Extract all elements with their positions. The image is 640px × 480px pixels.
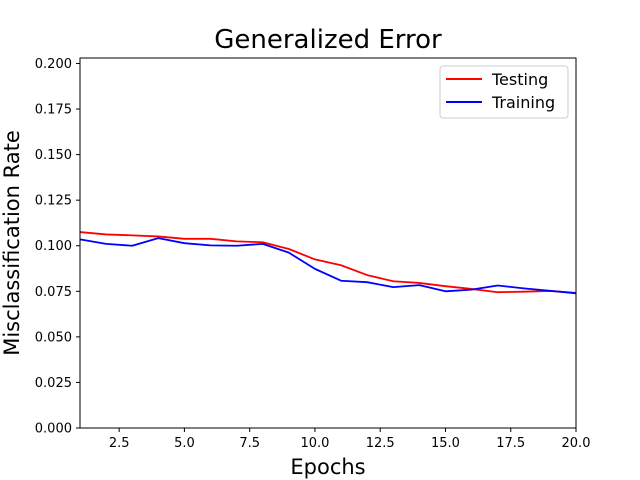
x-tick-label: 2.5 <box>109 436 130 451</box>
x-tick-label: 15.0 <box>431 436 460 451</box>
y-tick-label: 0.175 <box>35 103 72 118</box>
y-tick-label: 0.200 <box>35 57 72 72</box>
x-tick-label: 5.0 <box>174 436 195 451</box>
series-line-training <box>79 237 577 295</box>
x-axis: 2.5 5.0 7.5 10.0 12.5 15.0 17.5 20.0 <box>109 428 591 451</box>
legend-label-training: Training <box>491 93 555 112</box>
x-tick-label: 10.0 <box>300 436 329 451</box>
legend-label-testing: Testing <box>491 70 548 89</box>
y-tick-label: 0.125 <box>35 194 72 209</box>
y-axis-title: Misclassification Rate <box>0 130 24 356</box>
plot-frame <box>79 57 577 429</box>
plot-area <box>79 231 577 295</box>
chart-title: Generalized Error <box>214 25 442 55</box>
y-tick-label: 0.150 <box>35 148 72 163</box>
y-tick-label: 0.075 <box>35 285 72 300</box>
legend: Testing Training <box>439 65 569 119</box>
y-axis: 0.000 0.025 0.050 0.075 0.100 0.125 0.150 0.175… <box>35 57 80 437</box>
series-line-testing <box>79 231 577 294</box>
x-axis-title: Epochs <box>290 455 365 479</box>
x-tick-label: 17.5 <box>496 436 525 451</box>
y-tick-label: 0.000 <box>35 422 72 437</box>
x-tick-label: 20.0 <box>562 436 591 451</box>
x-tick-label: 7.5 <box>239 436 260 451</box>
y-tick-label: 0.025 <box>35 376 72 391</box>
x-tick-label: 12.5 <box>366 436 395 451</box>
y-tick-label: 0.050 <box>35 330 72 345</box>
y-tick-label: 0.100 <box>35 239 72 254</box>
